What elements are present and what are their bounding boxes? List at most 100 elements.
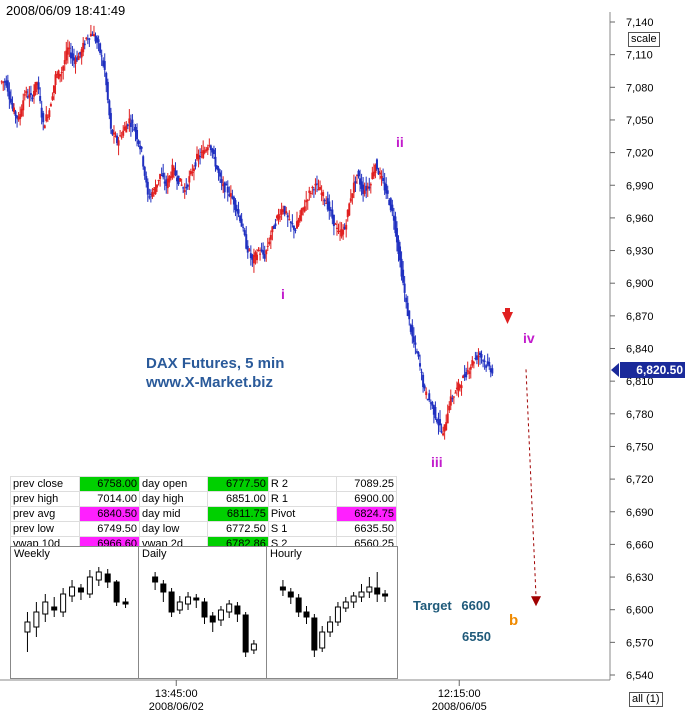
all-button[interactable]: all (1) (629, 692, 663, 707)
stat-label: Pivot (267, 506, 337, 522)
candle-body (52, 85, 55, 93)
candle-body (372, 171, 375, 177)
stat-label: prev low (10, 521, 80, 537)
candle-body (360, 181, 363, 189)
price-arrow-icon (611, 363, 619, 377)
candle-body (380, 176, 383, 179)
candle-body (189, 170, 192, 175)
candle-body (36, 82, 39, 86)
candle-body (465, 371, 468, 378)
candle-body (206, 147, 209, 151)
candle-body (397, 239, 400, 254)
candle-body (386, 190, 389, 194)
mini-candle-body (250, 643, 257, 651)
stat-value: 6811.75 (207, 506, 269, 522)
candle-body (292, 225, 295, 230)
candle-body (34, 81, 37, 93)
candle-body (228, 194, 231, 196)
candle-body (439, 419, 442, 426)
candle-body (391, 204, 394, 212)
chart-title: DAX Futures, 5 min (146, 355, 285, 372)
candle-body (108, 100, 111, 116)
candle-body (86, 38, 89, 40)
mini-candle-body (77, 587, 84, 593)
candle-body (5, 80, 8, 86)
candle-body (31, 97, 34, 99)
candle-body (382, 178, 385, 182)
hourly-mini-svg (279, 572, 389, 657)
candle-body (63, 60, 66, 65)
y-tick-label: 6,600 (626, 605, 654, 617)
candle-body (283, 205, 286, 215)
candle-body (42, 113, 45, 123)
candle-body (485, 365, 488, 368)
candle-body (420, 371, 423, 373)
candle-body (123, 126, 126, 131)
candle-body (268, 241, 271, 245)
mini-candle-body (350, 595, 357, 603)
mini-candle-body (201, 601, 208, 618)
candle-body (126, 124, 129, 127)
candle-body (246, 245, 249, 253)
stat-value: 7089.25 (335, 476, 397, 492)
candle-body (11, 102, 14, 109)
candle-body (37, 82, 40, 90)
y-tick-label: 6,990 (626, 180, 654, 192)
candle-body (417, 352, 420, 357)
candle-body (325, 202, 328, 204)
candle-body (169, 176, 172, 179)
candle-body (466, 370, 469, 372)
candle-body (394, 216, 397, 234)
candle-body (19, 114, 22, 120)
candle-body (440, 431, 443, 433)
candle-body (303, 206, 306, 212)
candle-body (171, 164, 174, 178)
candle-body (368, 186, 371, 189)
mini-candle-body (279, 586, 286, 591)
candle-body (119, 135, 122, 137)
candle-body (180, 184, 183, 186)
candle-body (375, 159, 378, 170)
mini-candle-body (287, 591, 294, 598)
stat-value: 6824.75 (335, 506, 397, 522)
candle-body (277, 214, 280, 220)
candle-body (443, 424, 446, 432)
candle-body (435, 419, 438, 422)
candle-body (17, 116, 20, 120)
candle-body (365, 185, 368, 191)
candle-body (297, 220, 300, 226)
candle-body (346, 209, 349, 218)
candle-body (237, 209, 240, 214)
mini-candle-body (33, 611, 40, 628)
mini-candle-body (374, 587, 381, 595)
stat-label: prev avg (10, 506, 80, 522)
candle-body (179, 178, 182, 182)
candle-body (128, 118, 131, 124)
mini-candle-body (122, 601, 129, 605)
candle-body (434, 406, 437, 419)
projection-arrow-icon (531, 596, 541, 607)
candle-body (142, 156, 145, 167)
candle-body (182, 187, 185, 189)
candle-body (131, 119, 134, 124)
candle-body (471, 360, 474, 366)
candle-body (191, 172, 194, 174)
y-tick-label: 6,930 (626, 246, 654, 258)
stat-value: 6749.50 (78, 521, 140, 537)
candle-body (216, 165, 219, 170)
candle-body (248, 249, 251, 251)
candle-body (3, 81, 6, 83)
candle-body (428, 393, 431, 401)
scale-button[interactable]: scale (628, 32, 660, 47)
candle-body (208, 145, 211, 147)
candle-body (288, 219, 291, 221)
candle-body (255, 254, 258, 261)
candle-body (99, 43, 102, 53)
mini-candle-body (69, 586, 76, 597)
candle-body (183, 190, 186, 193)
timestamp: 2008/06/09 18:41:49 (6, 3, 126, 18)
candle-body (197, 154, 200, 160)
candle-body (352, 182, 355, 193)
candle-body (291, 223, 294, 225)
stat-label: day open (138, 476, 209, 492)
